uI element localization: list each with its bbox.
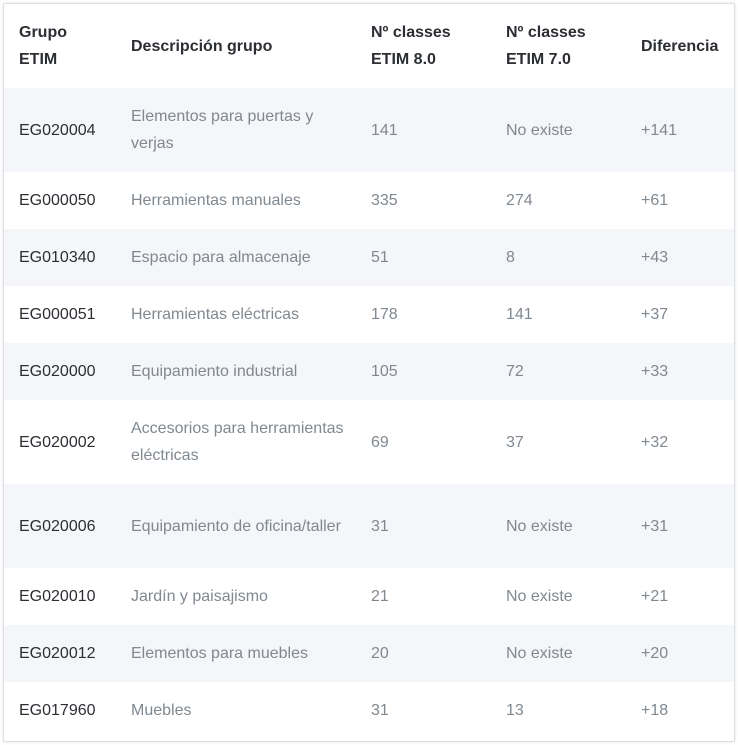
cell-grupo-etim: EG010340 bbox=[4, 229, 116, 286]
cell-etim7: 274 bbox=[506, 192, 533, 209]
cell-etim8: 141 bbox=[356, 88, 491, 172]
cell-grupo-etim: EG020000 bbox=[4, 343, 116, 400]
cell-descripcion: Elementos para muebles bbox=[116, 625, 356, 682]
cell-etim7: 8 bbox=[491, 229, 626, 286]
cell-descripcion: Herramientas eléctricas bbox=[131, 306, 300, 323]
cell-grupo-etim: EG020006 bbox=[4, 484, 116, 568]
cell-etim7: 13 bbox=[506, 702, 524, 719]
cell-etim8: 21 bbox=[371, 588, 389, 605]
cell-etim7: 72 bbox=[491, 343, 626, 400]
table-row: EG010340 Espacio para almacenaje 51 8 +4… bbox=[4, 229, 734, 286]
header-diferencia: Diferencia bbox=[641, 37, 719, 55]
cell-etim7: No existe bbox=[491, 625, 626, 682]
table-body: EG020004 Elementos para puertas y verjas… bbox=[4, 88, 734, 739]
table-row: EG020010 Jardín y paisajismo 21 No exist… bbox=[4, 568, 734, 625]
cell-descripcion: Espacio para almacenaje bbox=[116, 229, 356, 286]
table-row: EG020006 Equipamiento de oficina/taller … bbox=[4, 484, 734, 568]
cell-etim8: 20 bbox=[356, 625, 491, 682]
cell-grupo-etim: EG020010 bbox=[19, 588, 96, 605]
cell-diferencia: +61 bbox=[641, 192, 669, 209]
cell-grupo-etim: EG020004 bbox=[4, 88, 116, 172]
cell-diferencia: +43 bbox=[626, 229, 734, 286]
cell-diferencia: +18 bbox=[641, 702, 669, 719]
cell-diferencia: +31 bbox=[626, 484, 734, 568]
table-row: EG000051 Herramientas eléctricas 178 141… bbox=[4, 286, 734, 343]
table-row: EG000050 Herramientas manuales 335 274 +… bbox=[4, 172, 734, 229]
cell-diferencia: +20 bbox=[626, 625, 734, 682]
header-descripcion-grupo: Descripción grupo bbox=[131, 37, 273, 55]
table-row: EG020012 Elementos para muebles 20 No ex… bbox=[4, 625, 734, 682]
cell-etim8: 31 bbox=[356, 484, 491, 568]
cell-descripcion: Equipamiento de oficina/taller bbox=[116, 484, 356, 568]
table-row: EG020004 Elementos para puertas y verjas… bbox=[4, 88, 734, 172]
cell-grupo-etim: EG020002 bbox=[19, 433, 96, 451]
cell-descripcion: Equipamiento industrial bbox=[116, 343, 356, 400]
header-row: Grupo ETIM Descripción grupo Nº classes … bbox=[4, 4, 734, 88]
cell-diferencia: +32 bbox=[641, 433, 669, 451]
cell-etim8: 51 bbox=[356, 229, 491, 286]
cell-diferencia: +33 bbox=[626, 343, 734, 400]
cell-etim8: 69 bbox=[371, 433, 389, 451]
cell-etim8: 335 bbox=[371, 192, 398, 209]
header-classes-etim7: Nº classes ETIM 7.0 bbox=[506, 24, 586, 68]
cell-descripcion: Muebles bbox=[131, 702, 192, 719]
cell-grupo-etim: EG020012 bbox=[4, 625, 116, 682]
cell-etim8: 178 bbox=[371, 306, 398, 323]
cell-etim8: 105 bbox=[356, 343, 491, 400]
cell-etim7: No existe bbox=[491, 484, 626, 568]
cell-etim8: 31 bbox=[371, 702, 389, 719]
table-header: Grupo ETIM Descripción grupo Nº classes … bbox=[4, 4, 734, 88]
table-row: EG020002 Accesorios para herramientas el… bbox=[4, 400, 734, 484]
cell-diferencia: +21 bbox=[641, 588, 669, 605]
cell-etim7: 37 bbox=[506, 433, 524, 451]
cell-descripcion: Elementos para puertas y verjas bbox=[116, 88, 356, 172]
etim-comparison-table: Grupo ETIM Descripción grupo Nº classes … bbox=[4, 4, 734, 739]
cell-etim7: 141 bbox=[506, 306, 533, 323]
etim-comparison-table-container: Grupo ETIM Descripción grupo Nº classes … bbox=[3, 3, 735, 742]
table-row: EG020000 Equipamiento industrial 105 72 … bbox=[4, 343, 734, 400]
cell-descripcion: Accesorios para herramientas eléctricas bbox=[131, 420, 344, 464]
cell-etim7: No existe bbox=[491, 88, 626, 172]
table-row: EG017960 Muebles 31 13 +18 bbox=[4, 682, 734, 739]
cell-etim7: No existe bbox=[506, 588, 573, 605]
header-grupo-etim: Grupo ETIM bbox=[19, 24, 67, 68]
cell-grupo-etim: EG017960 bbox=[19, 702, 96, 719]
cell-descripcion: Herramientas manuales bbox=[131, 192, 301, 209]
header-classes-etim8: Nº classes ETIM 8.0 bbox=[371, 24, 451, 68]
cell-descripcion: Jardín y paisajismo bbox=[131, 588, 268, 605]
cell-diferencia: +141 bbox=[626, 88, 734, 172]
cell-grupo-etim: EG000051 bbox=[19, 306, 96, 323]
cell-diferencia: +37 bbox=[641, 306, 669, 323]
cell-grupo-etim: EG000050 bbox=[19, 192, 96, 209]
